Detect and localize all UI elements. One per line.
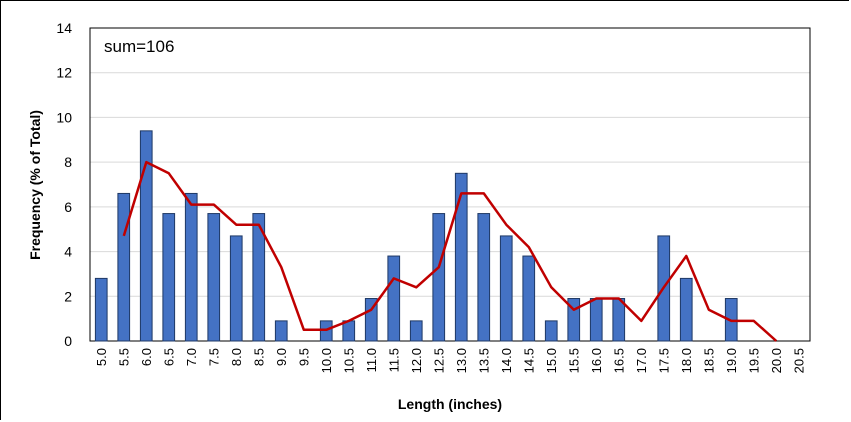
bar — [679, 277, 693, 342]
x-tick-label: 8.0 — [229, 348, 244, 366]
bar — [589, 298, 603, 342]
y-tick-label: 0 — [64, 333, 72, 349]
bar — [184, 192, 198, 342]
sum-annotation: sum=106 — [104, 37, 174, 56]
x-tick-label: 9.5 — [296, 348, 311, 366]
bar — [139, 130, 153, 342]
bar — [364, 298, 378, 342]
x-tick-label: 19.0 — [724, 348, 739, 373]
bar — [477, 213, 491, 342]
x-tick-label: 5.5 — [116, 348, 131, 366]
bar — [544, 320, 558, 342]
y-tick-label: 6 — [64, 199, 72, 215]
bar — [387, 255, 401, 342]
y-tick-label: 2 — [64, 288, 72, 304]
x-tick-label: 18.0 — [679, 348, 694, 373]
moving-average-line — [122, 160, 778, 342]
x-tick-label: 18.5 — [701, 348, 716, 373]
bar — [409, 320, 423, 342]
x-tick-label: 6.0 — [139, 348, 154, 366]
x-tick-label: 16.5 — [611, 348, 626, 373]
x-tick-label: 17.0 — [634, 348, 649, 373]
bar — [567, 298, 581, 342]
x-tick-label: 12.5 — [431, 348, 446, 373]
y-axis-ticks: 0 2 4 6 8 10 12 14 — [56, 20, 72, 349]
x-tick-label: 12.0 — [409, 348, 424, 373]
y-tick-label: 14 — [56, 20, 72, 36]
x-tick-label: 16.0 — [589, 348, 604, 373]
y-tick-label: 12 — [56, 65, 72, 81]
x-axis-ticks: 5.0 5.5 6.0 6.5 7.0 7.5 8.0 8.5 9.0 9.5 10.0 10.5 11… — [94, 348, 807, 373]
bar — [274, 320, 288, 342]
x-tick-label: 10.0 — [319, 348, 334, 373]
x-tick-label: 10.5 — [341, 348, 356, 373]
x-tick-label: 13.0 — [454, 348, 469, 373]
x-tick-label: 11.0 — [364, 348, 379, 372]
bar — [162, 213, 176, 342]
x-tick-label: 13.5 — [476, 348, 491, 373]
x-tick-label: 15.5 — [566, 348, 581, 373]
x-axis-title: Length (inches) — [398, 396, 502, 412]
bar-series — [94, 130, 738, 342]
x-tick-label: 19.5 — [746, 348, 761, 373]
x-tick-label: 14.5 — [521, 348, 536, 373]
bar — [454, 172, 468, 342]
bar — [522, 255, 536, 342]
line-series — [122, 160, 778, 342]
gridlines — [90, 72, 810, 297]
x-tick-label: 14.0 — [499, 348, 514, 373]
x-tick-label: 8.5 — [251, 348, 266, 366]
x-tick-label: 5.0 — [94, 348, 109, 366]
x-tick-label: 20.0 — [769, 348, 784, 373]
bar — [342, 320, 356, 342]
bar — [432, 213, 446, 342]
bar — [252, 213, 266, 342]
bar — [117, 192, 131, 342]
x-tick-label: 9.0 — [274, 348, 289, 366]
bar — [499, 235, 513, 342]
bar — [612, 298, 626, 342]
bar — [94, 277, 108, 342]
bar — [229, 235, 243, 342]
x-tick-label: 7.0 — [184, 348, 199, 366]
y-tick-label: 4 — [64, 244, 72, 260]
x-tick-label: 7.5 — [206, 348, 221, 366]
x-tick-label: 6.5 — [161, 348, 176, 366]
x-tick-label: 15.0 — [544, 348, 559, 373]
bar — [207, 213, 221, 342]
x-tick-label: 11.5 — [386, 348, 401, 372]
plot-area-border — [89, 27, 811, 342]
x-tick-label: 17.5 — [656, 348, 671, 373]
y-tick-label: 10 — [56, 109, 72, 125]
x-tick-label: 20.5 — [791, 348, 806, 373]
y-tick-label: 8 — [64, 154, 72, 170]
y-axis-title: Frequency (% of Total) — [27, 110, 43, 260]
